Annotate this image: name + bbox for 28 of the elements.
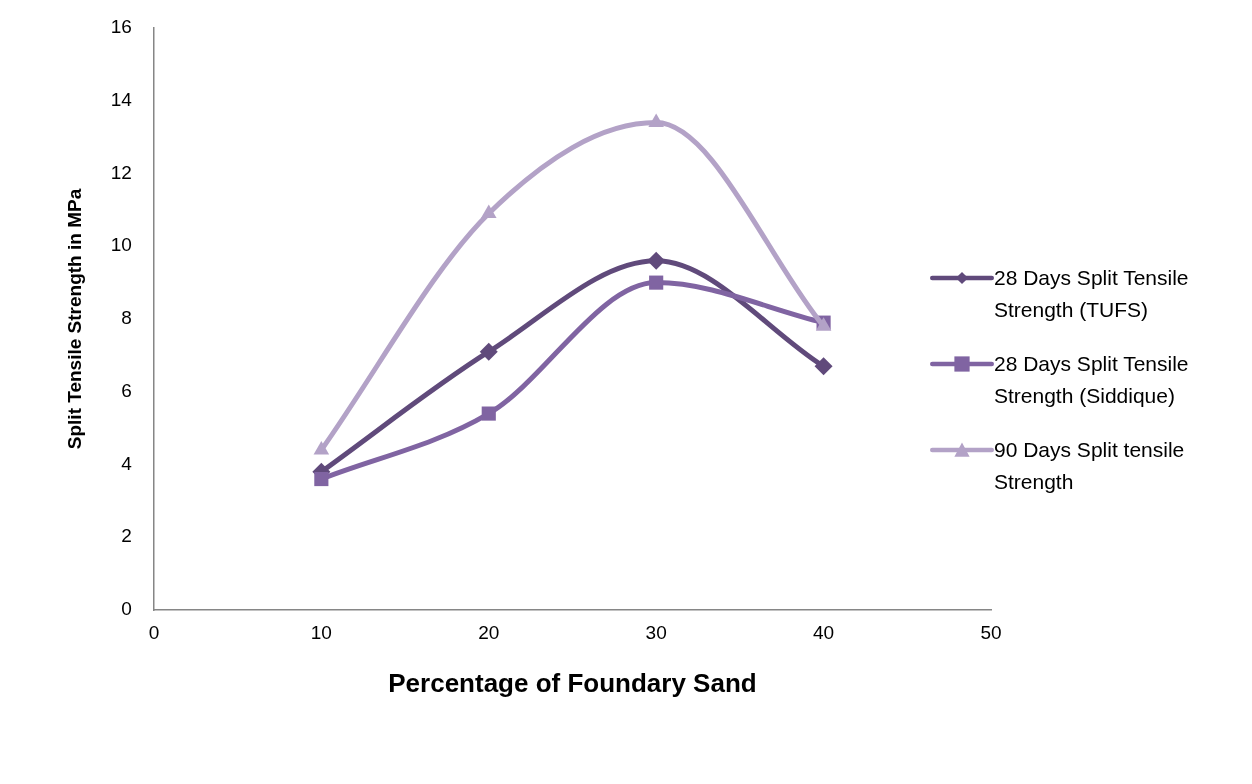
y-tick-label: 14 xyxy=(110,88,133,110)
x-axis-title: Percentage of Foundary Sand xyxy=(388,667,757,698)
point xyxy=(480,204,497,219)
y-tick-label: 6 xyxy=(121,379,132,401)
y-axis-title: Split Tensile Strength in MPa xyxy=(63,188,85,450)
point xyxy=(649,275,664,290)
point xyxy=(648,113,664,128)
point xyxy=(314,471,329,487)
y-tick-label: 8 xyxy=(121,307,132,329)
y-tick-label: 2 xyxy=(121,525,132,547)
legend-label: 28 Days Split Tensile Strength (TUFS) xyxy=(994,265,1190,323)
point xyxy=(479,342,498,361)
y-tick-label: 10 xyxy=(110,234,132,256)
x-tick-label: 20 xyxy=(478,621,500,643)
legend-label: 90 Days Split tensile Strength xyxy=(994,437,1186,495)
x-tick-label: 50 xyxy=(980,621,1002,643)
legend-label: 28 Days Split Tensile Strength (Siddique) xyxy=(994,351,1190,409)
x-tick-label: 0 xyxy=(148,621,160,643)
y-tick-label: 0 xyxy=(121,598,132,620)
x-tick-label: 30 xyxy=(645,621,667,643)
y-tick-label: 16 xyxy=(110,16,132,38)
point xyxy=(647,251,666,270)
x-tick-label: 40 xyxy=(813,621,835,643)
y-tick-label: 12 xyxy=(110,161,132,183)
y-tick-label: 4 xyxy=(121,452,133,474)
point xyxy=(481,406,496,421)
x-tick-label: 10 xyxy=(310,621,332,643)
point xyxy=(814,357,833,376)
